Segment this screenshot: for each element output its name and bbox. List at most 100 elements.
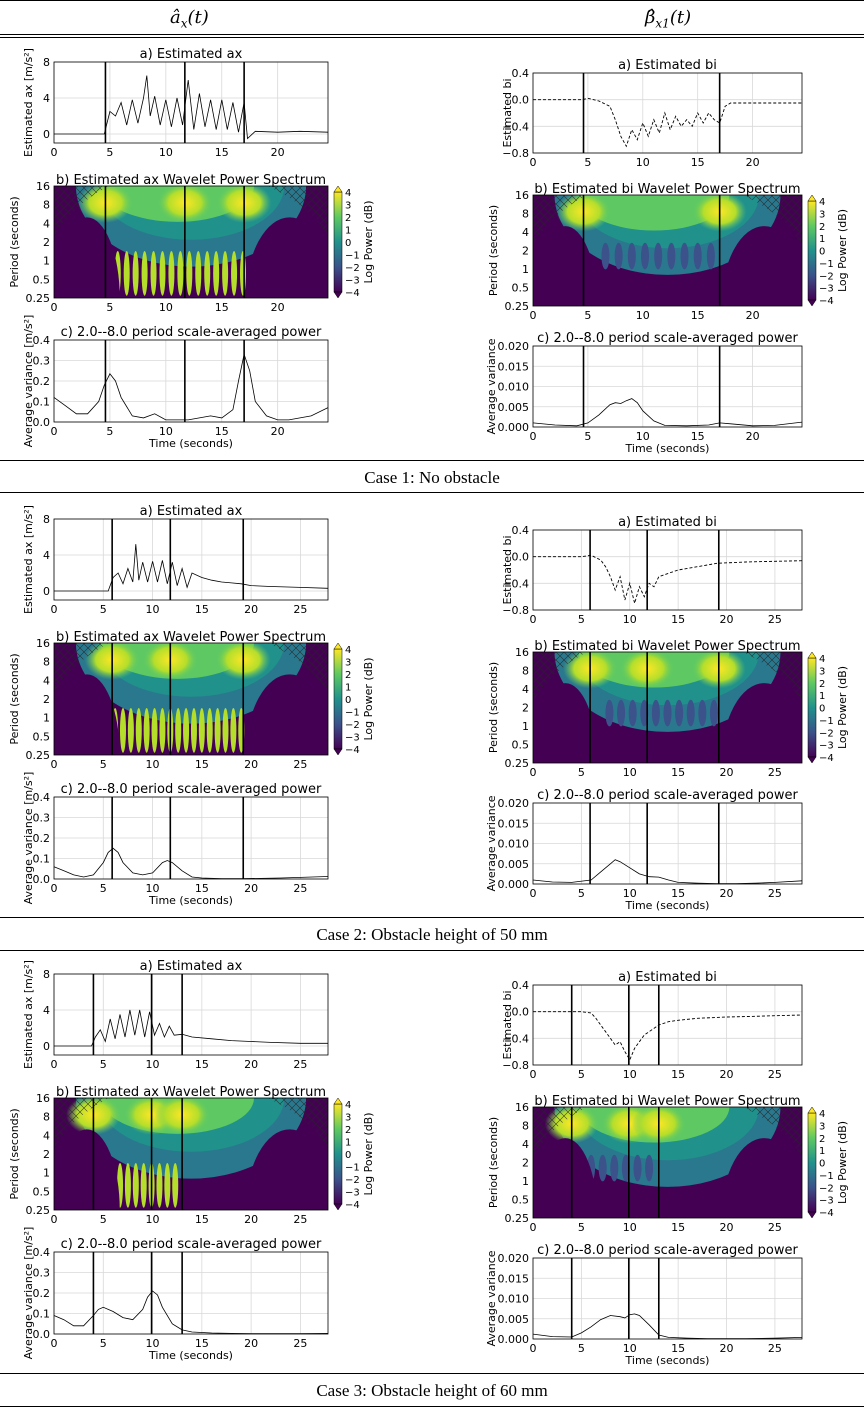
case3-sa-bi-xlabel: Time (seconds) — [625, 1354, 710, 1367]
case1-wps-ax-colorbar-tick: 1 — [345, 226, 351, 237]
case1-wps-ax-ytick-label: 16 — [36, 180, 50, 193]
case1-wps-bi-blob — [654, 242, 663, 270]
case3-sa-ax-ytick-label: 0.4 — [33, 1246, 51, 1259]
case3-wps-ax-coi-left — [54, 1098, 109, 1149]
case1-wps-ax-colorbar-tick: −4 — [345, 288, 360, 299]
case3-sa-ax-ytick-label: 0.0 — [33, 1328, 51, 1341]
case2-wps-ax-lobe-right — [245, 674, 328, 755]
case1-wps-ax-spike — [204, 250, 211, 296]
case2-wps-ax-spike — [151, 707, 158, 753]
case3-sa-ax-xtick-label: 15 — [195, 1337, 209, 1350]
case3-wps-bi-xtick-label: 0 — [530, 1221, 537, 1234]
case3-wps-bi-ytick-label: 16 — [515, 1101, 529, 1114]
case2-wps-ax-xtick-label: 0 — [51, 758, 58, 771]
case2-ax-frame — [53, 518, 329, 601]
case-top-rule-3 — [0, 1373, 864, 1374]
case3-sa-bi-xtick-label: 20 — [720, 1342, 734, 1355]
case3-ax-title: a) Estimated ax — [140, 959, 243, 974]
case3-wps-bi-colorbar-tick: −2 — [819, 1183, 834, 1194]
case3-ax-ytick-label: 8 — [43, 968, 50, 981]
case-caption-3: Case 3: Obstacle height of 60 mm — [316, 1381, 548, 1400]
case2-sa-ax-title: c) 2.0--8.0 period scale-averaged power — [61, 782, 322, 797]
case1-sa-ax-frame — [53, 339, 329, 423]
case1-sa-ax-ylabel: Average variance [m/s²] — [22, 315, 35, 448]
case1-ax-title: a) Estimated ax — [140, 47, 243, 62]
case2-ax-panel: 0 4 8 0 5 10 15 20 25 a) Estimated ax Estimated ax… — [22, 504, 329, 616]
case2-wps-bi-ytick-label: 16 — [515, 646, 529, 659]
case1-wps-bi-xtick-label: 10 — [636, 309, 650, 322]
case3-bi-title: a) Estimated bi — [618, 970, 717, 985]
case3-sa-bi-panel: 0.000 0.005 0.010 0.015 0.020 0 5 10 15 20 25 c) 2.… — [485, 1243, 803, 1367]
case2-sa-ax-panel: 0.0 0.1 0.2 0.3 0.4 0 5 10 15 20 25 c) 2.0--8.0 per… — [22, 772, 329, 907]
case3-wps-ax-xtick-label: 25 — [293, 1213, 307, 1226]
case1-sa-bi-xtick-label: 10 — [636, 430, 650, 443]
case3-wps-bi-xtick-label: 25 — [768, 1221, 782, 1234]
case3-wps-bi-colorbar — [807, 1112, 817, 1213]
case1-sa-ax-ytick-label: 0.3 — [33, 355, 51, 368]
case1-ax-series-line — [54, 75, 329, 140]
case2-wps-ax-spike — [222, 707, 229, 753]
case2-wps-bi-blob — [617, 699, 626, 727]
case2-wps-ax-spike — [230, 707, 237, 753]
case3-wps-ax-ytick-label: 2 — [43, 1148, 50, 1161]
case1-bi-frame — [532, 72, 803, 154]
case3-wps-ax-xtick-label: 15 — [195, 1213, 209, 1226]
case2-ax-series-line — [54, 544, 329, 592]
case2-sa-bi-xtick-label: 5 — [578, 887, 585, 900]
case-top-rule-1 — [0, 460, 864, 461]
case3-bi-xtick-label: 5 — [578, 1068, 585, 1081]
case1-wps-bi-xtick-label: 0 — [530, 309, 537, 322]
case3-wps-bi-colorbar-tick: −1 — [819, 1171, 834, 1182]
case1-wps-bi-colorbar-min — [807, 299, 817, 307]
case2-bi-ytick-label: −0.8 — [502, 604, 529, 617]
case3-wps-ax-colorbar-tick: −3 — [345, 1188, 360, 1199]
case1-wps-bi-colorbar-tick: −1 — [819, 259, 834, 270]
case2-wps-bi-colorbar-tick: 0 — [819, 704, 825, 715]
case3-sa-bi-series-line — [532, 1313, 803, 1339]
case2-sa-bi-xtick-label: 25 — [768, 887, 782, 900]
case1-wps-bi-ytick-label: 0.25 — [505, 300, 530, 313]
case1-bi-panel: 0.4 0.0 −0.4 −0.80 5 10 15 20 a) Estimated bi Est… — [501, 58, 803, 169]
case2-wps-bi-blob — [640, 699, 649, 727]
case3-wps-ax-colorbar-tick: 1 — [345, 1138, 351, 1149]
case2-bi-title: a) Estimated bi — [618, 515, 717, 530]
case1-sa-ax-xtick-label: 15 — [215, 425, 229, 438]
case2-ax-xtick-label: 5 — [100, 603, 107, 616]
case2-wps-ax-colorbar-min — [333, 748, 343, 756]
case1-sa-ax-xtick-label: 10 — [159, 425, 173, 438]
case2-wps-bi-blob — [628, 699, 637, 727]
case2-sa-bi-xtick-label: 0 — [530, 887, 537, 900]
case2-ax-xtick-label: 0 — [51, 603, 58, 616]
case2-sa-bi-ytick-label: 0.005 — [498, 858, 530, 871]
case3-wps-bi-xtick-label: 15 — [671, 1221, 685, 1234]
case2-wps-bi-heatmap — [533, 652, 802, 763]
case3-wps-bi-blob — [598, 1154, 607, 1182]
case2-wps-bi-colorbar-label: Log Power (dB) — [836, 666, 849, 749]
case1-wps-bi-colorbar-tick: 3 — [819, 209, 825, 220]
case2-bi-xtick-label: 0 — [530, 613, 537, 626]
case1-bi-xtick-label: 5 — [584, 156, 591, 169]
case2-wps-bi-xtick-label: 15 — [671, 766, 685, 779]
case3-sa-bi-xtick-label: 5 — [578, 1342, 585, 1355]
case2-bi-series-line — [533, 554, 803, 606]
case3-wps-bi-ytick-label: 0.25 — [505, 1212, 530, 1225]
case3-ax-frame — [53, 973, 329, 1056]
header-rule — [0, 34, 864, 35]
case1-wps-bi-ytick-label: 16 — [515, 189, 529, 202]
case2-wps-ax-colorbar-tick: −1 — [345, 708, 360, 719]
case2-wps-bi-colorbar-tick: −4 — [819, 753, 834, 764]
case3-bi-ytick-label: 0.0 — [512, 1006, 530, 1019]
case2-sa-bi-ytick-label: 0.020 — [498, 797, 530, 810]
case1-wps-ax-xtick-label: 5 — [106, 301, 113, 314]
case3-wps-bi-ytick-label: 8 — [522, 1120, 529, 1133]
case1-sa-ax-panel: 0.0 0.1 0.2 0.3 0.4 0 5 10 15 20 c) 2.0--8.0 perio… — [22, 315, 329, 450]
case3-wps-ax-spike — [172, 1162, 179, 1208]
column-header-ax: âx(t) — [170, 7, 209, 31]
case1-wps-ax-frame — [53, 185, 329, 299]
case2-sa-ax-xtick-label: 0 — [51, 882, 58, 895]
case1-sa-ax-ytick-label: 0.1 — [33, 396, 51, 409]
case2-sa-ax-xtick-label: 20 — [244, 882, 258, 895]
case1-sa-bi-panel: 0.000 0.005 0.010 0.015 0.020 0 5 10 15 20 c) 2.0-… — [485, 331, 803, 455]
case2-sa-ax-xlabel: Time (seconds) — [148, 894, 233, 907]
